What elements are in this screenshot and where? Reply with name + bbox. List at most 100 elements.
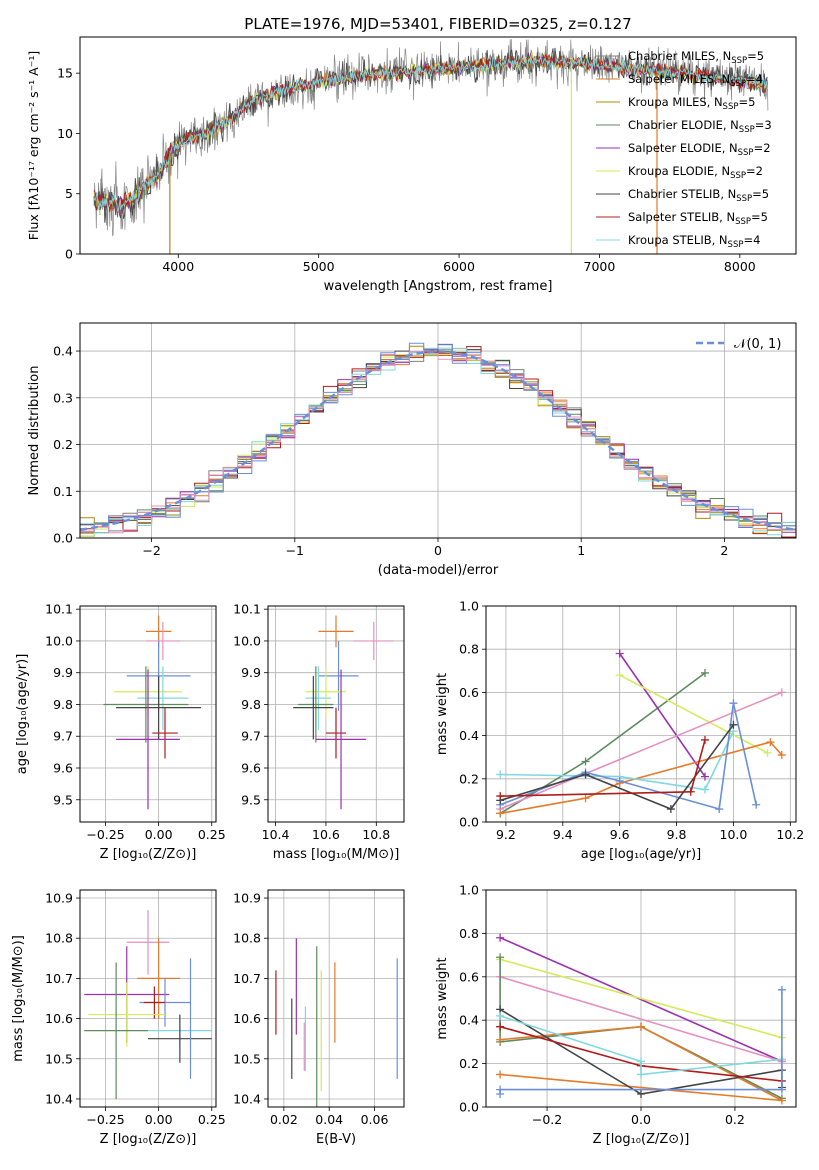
x-axis-label: Z [log₁₀(Z/Z⊙)] <box>593 1132 690 1147</box>
weight-line <box>499 958 783 1039</box>
axes-frame <box>267 605 405 823</box>
y-tick-label: 0.4 <box>459 1013 479 1028</box>
plot-area <box>275 938 398 1107</box>
weight-marker <box>777 1096 786 1105</box>
y-tick-label: 1.0 <box>459 599 479 614</box>
axes-frame <box>485 605 797 823</box>
x-axis-label: (data-model)/error <box>378 563 499 578</box>
y-tick-label: 9.9 <box>241 665 261 680</box>
y-axis-label: Flux [fλ10⁻¹⁷ erg cm⁻² s⁻¹ A⁻¹] <box>26 51 41 240</box>
y-tick-label: 15 <box>57 66 73 81</box>
x-tick-label: 10.8 <box>362 827 390 842</box>
weight-marker <box>637 1022 645 1031</box>
y-axis-label: age [log₁₀(age/yr)] <box>15 654 30 775</box>
legend-label: Chabrier STELIB, NSSP=5 <box>628 187 769 204</box>
y-tick-label: 0.2 <box>459 771 479 786</box>
weight-marker <box>729 720 738 729</box>
y-tick-label: 0.4 <box>53 344 73 359</box>
weight-marker <box>763 748 772 757</box>
legend: Chabrier MILES, NSSP=5 Salpeter MILES, NS… <box>596 49 772 250</box>
x-tick-label: 10.4 <box>262 827 290 842</box>
y-tick-label: 10.6 <box>233 1011 261 1026</box>
y-tick-label: 0.2 <box>459 1056 479 1071</box>
weight-marker <box>581 794 590 803</box>
y-tick-label: 10.9 <box>45 891 73 906</box>
x-tick-label: 9.2 <box>496 827 516 842</box>
panel-weight_vs_age: 9.2 9.4 9.6 9.8 10.0 10.2 0.0 0.2 0.4 0.6 0.8 1.0 ag… <box>435 599 804 863</box>
legend-label: Kroupa STELIB, NSSP=4 <box>628 233 760 250</box>
plot-area <box>496 649 786 818</box>
weight-line <box>500 741 783 815</box>
x-tick-label: 2 <box>720 543 728 558</box>
y-tick-label: 10.4 <box>233 1091 261 1106</box>
y-tick-label: 0.1 <box>53 484 73 499</box>
x-axis-label: Z [log₁₀(Z/Z⊙)] <box>100 847 197 862</box>
y-tick-label: 0.3 <box>53 390 73 405</box>
weight-marker <box>496 1022 505 1031</box>
weight-marker <box>496 770 505 779</box>
panel-spectrum: 4000 5000 6000 7000 8000 0 5 10 15 wavelength [An… <box>26 36 797 294</box>
y-tick-label: 0.8 <box>459 926 479 941</box>
weight-marker <box>496 933 505 942</box>
legend-label: Chabrier ELODIE, NSSP=3 <box>628 118 772 135</box>
weight-marker <box>637 1070 645 1079</box>
panel-mass_vs_Z: −0.25 0.00 0.25 10.4 10.5 10.6 10.7 10.8 10.9 Z [… <box>11 889 226 1147</box>
plot-area <box>84 910 212 1099</box>
y-tick-label: 0.6 <box>459 685 479 700</box>
y-tick-label: 9.9 <box>53 665 73 680</box>
legend-label: Salpeter ELODIE, NSSP=2 <box>628 141 771 158</box>
weight-marker <box>581 770 590 779</box>
weight-line <box>499 703 757 811</box>
x-tick-label: 6000 <box>443 259 475 274</box>
plot-area <box>293 615 394 810</box>
y-tick-label: 0.4 <box>459 728 479 743</box>
weight-marker <box>615 671 624 680</box>
x-tick-label: 0.2 <box>725 1112 745 1127</box>
y-tick-label: 10.0 <box>45 633 73 648</box>
weight-line <box>619 674 768 754</box>
x-tick-label: 5000 <box>303 259 335 274</box>
weight-line <box>499 1015 782 1076</box>
y-tick-label: 9.8 <box>53 697 73 712</box>
weight-marker <box>777 688 786 697</box>
legend-label: Kroupa ELODIE, NSSP=2 <box>628 164 763 181</box>
y-tick-label: 9.7 <box>53 729 73 744</box>
axes-frame <box>485 889 797 1108</box>
y-axis-label: mass weight <box>435 673 450 755</box>
plot-area <box>93 39 769 254</box>
weight-marker <box>496 953 505 962</box>
y-tick-label: 0.8 <box>459 642 479 657</box>
x-axis-label: mass [log₁₀(M/M⊙)] <box>273 847 400 862</box>
axes-frame <box>79 36 797 255</box>
x-tick-label: 10.6 <box>312 827 340 842</box>
x-tick-label: 10.2 <box>776 827 804 842</box>
weight-line <box>500 730 735 791</box>
weight-marker <box>715 805 724 814</box>
weight-marker <box>777 1085 786 1094</box>
weight-marker <box>496 792 505 801</box>
y-tick-label: 10.8 <box>45 931 73 946</box>
y-tick-label: 10.8 <box>233 931 261 946</box>
weight-marker <box>686 787 695 796</box>
weight-marker <box>496 1085 505 1094</box>
x-tick-label: 0 <box>434 543 442 558</box>
y-tick-label: 0.6 <box>459 969 479 984</box>
x-axis-label: Z [log₁₀(Z/Z⊙)] <box>100 1132 197 1147</box>
y-tick-label: 5 <box>65 186 73 201</box>
y-tick-label: 10 <box>57 126 73 141</box>
x-tick-label: 4000 <box>162 259 194 274</box>
x-tick-label: 9.6 <box>610 827 630 842</box>
plot-area <box>80 342 796 538</box>
weight-marker <box>637 1057 645 1066</box>
y-tick-label: 10.1 <box>45 602 73 617</box>
weight-line <box>499 976 783 1063</box>
y-tick-label: 0.0 <box>459 1100 479 1115</box>
y-tick-label: 10.7 <box>45 971 73 986</box>
x-tick-label: 9.4 <box>553 827 573 842</box>
plot-area <box>496 933 786 1105</box>
weight-marker <box>766 738 775 747</box>
x-tick-label: 9.8 <box>667 827 687 842</box>
x-tick-label: −0.2 <box>532 1112 562 1127</box>
axes-frame <box>79 605 217 823</box>
